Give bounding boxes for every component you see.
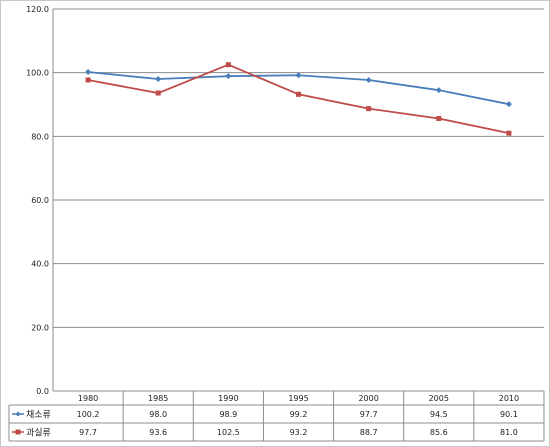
series-1-value-label-4: 88.7 bbox=[360, 428, 378, 437]
series-1-value-label-5: 85.6 bbox=[430, 428, 448, 437]
series-lines bbox=[85, 62, 512, 136]
y-tick-label-4: 80.0 bbox=[31, 132, 49, 141]
x-category-label-5: 2005 bbox=[429, 394, 449, 403]
x-category-label-1: 1985 bbox=[148, 394, 168, 403]
series-1-value-label-6: 81.0 bbox=[500, 428, 518, 437]
series-0-point-4 bbox=[365, 76, 372, 83]
series-0-point-0 bbox=[85, 69, 92, 76]
series-0-point-3 bbox=[295, 72, 302, 79]
series-0-point-2 bbox=[225, 73, 232, 80]
y-axis-ticks: 0.0 20.0 40.0 60.0 80.0 100.0 120.0 bbox=[26, 5, 49, 396]
series-1-point-2 bbox=[225, 62, 231, 68]
x-category-label-6: 2010 bbox=[499, 394, 519, 403]
series-0-value-label-4: 97.7 bbox=[360, 410, 378, 419]
series-1-point-1 bbox=[155, 90, 161, 96]
y-tick-label-3: 60.0 bbox=[31, 196, 49, 205]
series-0-value-label-2: 98.9 bbox=[219, 410, 237, 419]
y-tick-label-6: 120.0 bbox=[26, 5, 49, 14]
legend-key-marker-0 bbox=[15, 411, 21, 417]
series-1-point-3 bbox=[296, 91, 301, 97]
series-0-value-label-3: 99.2 bbox=[290, 410, 308, 419]
y-tick-label-5: 100.0 bbox=[26, 69, 49, 78]
series-1-value-label-2: 102.5 bbox=[217, 428, 240, 437]
legend-label-0: 채소류 bbox=[26, 410, 51, 421]
x-category-label-3: 1995 bbox=[288, 394, 308, 403]
y-tick-label-1: 20.0 bbox=[31, 323, 49, 332]
series-1-point-0 bbox=[85, 77, 91, 83]
series-0-point-5 bbox=[435, 87, 442, 94]
series-1-point-5 bbox=[436, 116, 442, 122]
series-0-value-label-5: 94.5 bbox=[430, 410, 448, 419]
series-0-value-label-6: 90.1 bbox=[500, 410, 518, 419]
series-0-value-label-0: 100.2 bbox=[77, 410, 100, 419]
series-1-point-4 bbox=[366, 106, 372, 112]
series-1-point-6 bbox=[506, 130, 512, 136]
series-1-value-label-3: 93.2 bbox=[290, 428, 308, 437]
x-category-label-2: 1990 bbox=[218, 394, 238, 403]
y-tick-label-0: 0.0 bbox=[36, 387, 49, 396]
data-table: 1980 1985 1990 1995 2000 2005 2010 채소류 100.2 98.0… bbox=[8, 391, 545, 442]
axes bbox=[52, 9, 544, 392]
legend-label-1: 과실류 bbox=[26, 428, 51, 439]
series-0-point-6 bbox=[505, 101, 512, 108]
series-1-value-label-1: 93.6 bbox=[149, 428, 167, 437]
series-0-value-label-1: 98.0 bbox=[149, 410, 167, 419]
x-category-label-4: 2000 bbox=[358, 394, 378, 403]
x-category-label-0: 1980 bbox=[78, 394, 98, 403]
series-0-point-1 bbox=[155, 76, 162, 83]
legend-key-marker-1 bbox=[15, 429, 21, 435]
series-1-value-label-0: 97.7 bbox=[79, 428, 97, 437]
y-tick-label-2: 40.0 bbox=[31, 260, 49, 269]
gridlines bbox=[53, 8, 544, 328]
